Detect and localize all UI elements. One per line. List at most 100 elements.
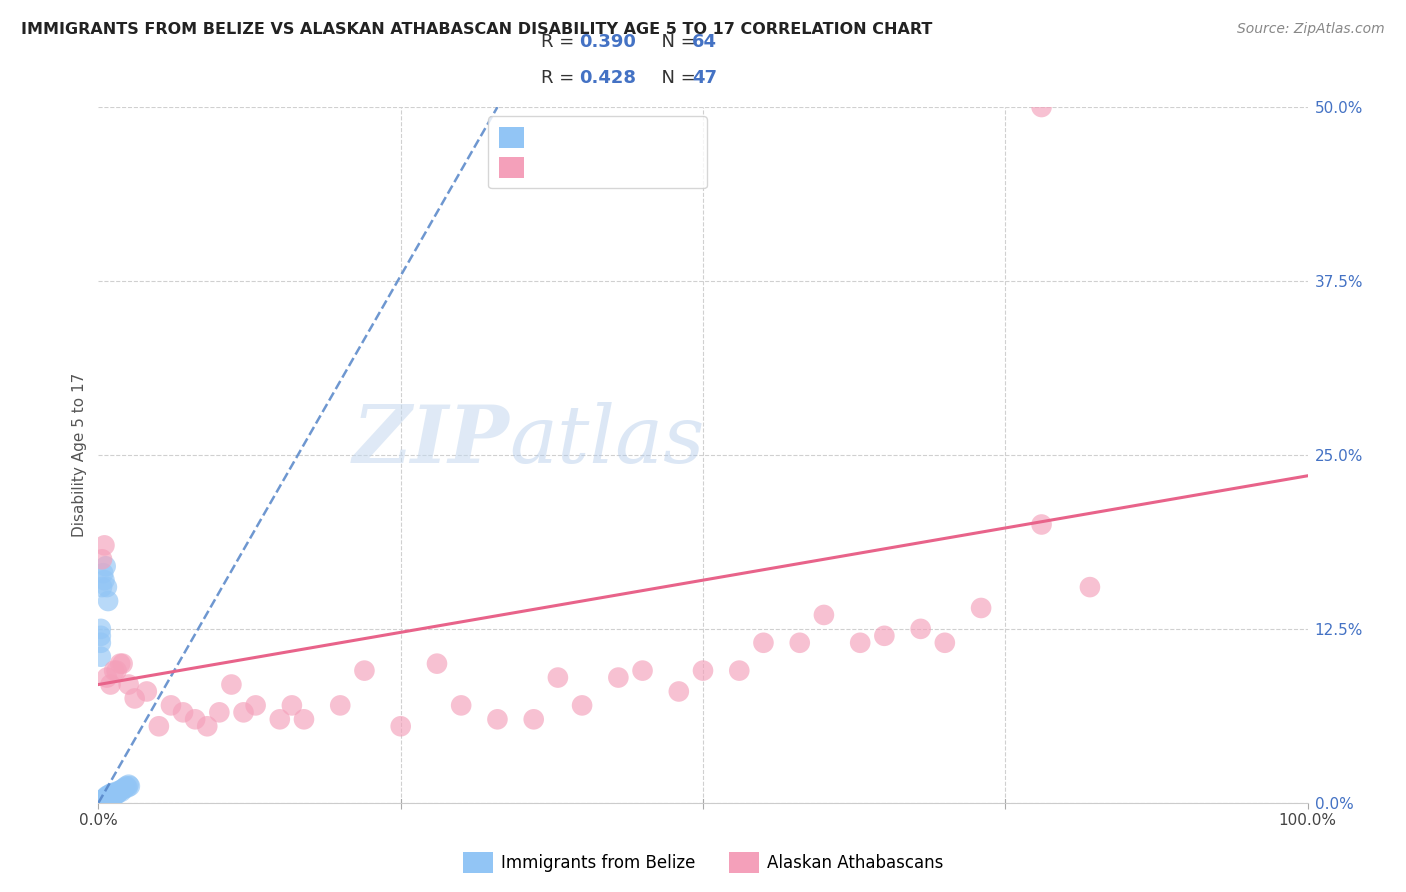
Text: 64: 64: [692, 33, 717, 51]
Point: [631, 664, 654, 678]
Point: [105, 785, 128, 799]
Point: [105, 664, 128, 678]
Point: [94, 793, 117, 807]
Point: [934, 636, 956, 650]
Point: [90, 636, 112, 650]
Point: [172, 706, 194, 720]
Point: [91, 566, 114, 581]
Point: [607, 671, 630, 685]
Point: [100, 786, 122, 800]
Point: [752, 636, 775, 650]
Point: [96, 791, 118, 805]
Point: [692, 664, 714, 678]
Point: [91, 796, 114, 810]
Point: [108, 783, 131, 797]
Point: [1031, 100, 1053, 114]
Point: [970, 601, 993, 615]
Point: [100, 791, 122, 805]
Point: [103, 786, 125, 800]
Point: [118, 677, 141, 691]
Point: [93, 796, 115, 810]
Point: [96, 789, 118, 803]
Point: [813, 607, 835, 622]
Point: [245, 698, 267, 713]
Point: [100, 677, 122, 691]
Text: 0.390: 0.390: [579, 33, 636, 51]
Point: [97, 594, 120, 608]
Point: [160, 698, 183, 713]
Point: [108, 785, 131, 799]
Point: [101, 790, 124, 805]
Point: [789, 636, 811, 650]
Text: ZIP: ZIP: [353, 402, 509, 480]
Point: [96, 790, 118, 805]
Point: [90, 622, 112, 636]
Point: [93, 793, 115, 807]
Text: Source: ZipAtlas.com: Source: ZipAtlas.com: [1237, 22, 1385, 37]
Point: [728, 664, 751, 678]
Point: [103, 664, 125, 678]
Point: [94, 559, 117, 574]
Point: [98, 793, 121, 807]
Text: R =: R =: [541, 33, 581, 51]
Point: [94, 791, 117, 805]
Point: [98, 791, 121, 805]
Legend:                             ,                             : ,: [488, 116, 707, 188]
Point: [523, 712, 546, 726]
Point: [910, 622, 932, 636]
Point: [100, 790, 122, 805]
Point: [486, 712, 509, 726]
Text: N =: N =: [650, 70, 702, 87]
Point: [91, 794, 114, 808]
Point: [668, 684, 690, 698]
Point: [1031, 517, 1053, 532]
Point: [1078, 580, 1101, 594]
Point: [547, 671, 569, 685]
Point: [91, 796, 114, 810]
Point: [450, 698, 472, 713]
Point: [148, 719, 170, 733]
Text: N =: N =: [650, 33, 702, 51]
Point: [208, 706, 231, 720]
Point: [91, 794, 114, 808]
Point: [101, 788, 124, 802]
Point: [110, 785, 132, 799]
Point: [93, 791, 115, 805]
Text: R =: R =: [541, 70, 581, 87]
Point: [91, 793, 114, 807]
Point: [91, 793, 114, 807]
Y-axis label: Disability Age 5 to 17: Disability Age 5 to 17: [72, 373, 87, 537]
Point: [97, 794, 120, 808]
Point: [98, 790, 121, 805]
Text: IMMIGRANTS FROM BELIZE VS ALASKAN ATHABASCAN DISABILITY AGE 5 TO 17 CORRELATION : IMMIGRANTS FROM BELIZE VS ALASKAN ATHABA…: [21, 22, 932, 37]
Point: [221, 677, 243, 691]
Point: [269, 712, 291, 726]
Point: [105, 788, 128, 802]
Point: [93, 794, 115, 808]
Point: [91, 796, 114, 810]
Text: atlas: atlas: [509, 402, 704, 480]
Point: [97, 789, 120, 803]
Point: [329, 698, 352, 713]
Point: [97, 791, 120, 805]
Point: [353, 664, 375, 678]
Point: [94, 794, 117, 808]
Point: [91, 796, 114, 810]
Point: [118, 778, 141, 792]
Point: [96, 671, 118, 685]
Point: [94, 796, 117, 810]
Point: [91, 796, 114, 810]
Point: [111, 657, 134, 671]
Point: [195, 719, 218, 733]
Point: [96, 580, 118, 594]
Point: [849, 636, 872, 650]
Legend: Immigrants from Belize, Alaskan Athabascans: Immigrants from Belize, Alaskan Athabasc…: [456, 846, 950, 880]
Point: [115, 779, 138, 793]
Point: [96, 794, 118, 808]
Point: [232, 706, 254, 720]
Point: [100, 790, 122, 805]
Point: [389, 719, 412, 733]
Point: [91, 552, 114, 566]
Point: [426, 657, 449, 671]
Point: [104, 788, 127, 802]
